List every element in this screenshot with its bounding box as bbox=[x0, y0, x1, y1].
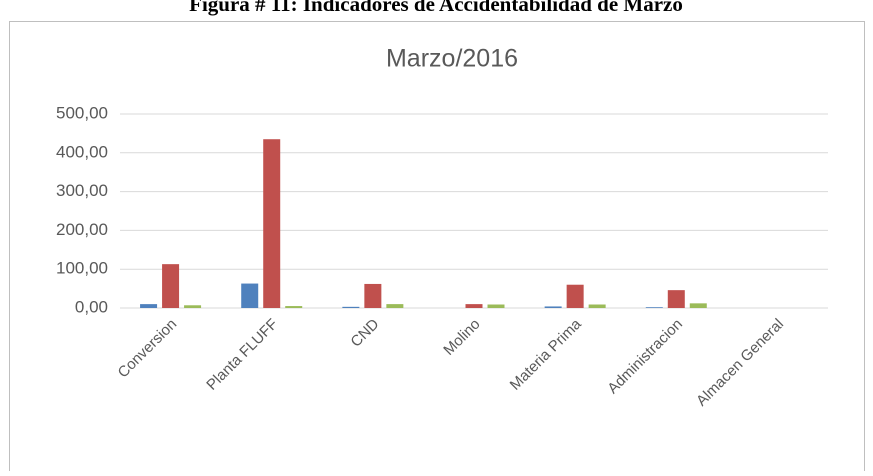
chart-border bbox=[9, 21, 865, 476]
y-tick-label: 500,00 bbox=[56, 103, 108, 122]
bar bbox=[241, 283, 259, 308]
bar bbox=[588, 304, 606, 308]
bar bbox=[667, 290, 685, 308]
bar bbox=[645, 307, 663, 308]
bar bbox=[465, 304, 483, 308]
y-tick-label: 200,00 bbox=[56, 220, 108, 239]
y-tick-label: 100,00 bbox=[56, 259, 108, 278]
y-tick-label: 0,00 bbox=[75, 297, 108, 316]
bar bbox=[162, 264, 180, 308]
bar bbox=[689, 303, 707, 308]
y-tick-label: 300,00 bbox=[56, 181, 108, 200]
bar bbox=[263, 139, 281, 308]
chart-title: Marzo/2016 bbox=[386, 45, 518, 73]
bar bbox=[140, 304, 158, 308]
bar bbox=[487, 304, 505, 308]
bar bbox=[544, 306, 562, 308]
bar bbox=[386, 304, 404, 308]
y-tick-label: 400,00 bbox=[56, 142, 108, 161]
figure-caption: Figura # 11: Indicadores de Accidentabil… bbox=[189, 0, 683, 16]
bar bbox=[184, 305, 202, 308]
bar bbox=[285, 306, 303, 308]
bar bbox=[566, 284, 584, 308]
bar bbox=[364, 283, 382, 308]
bar bbox=[342, 306, 360, 308]
